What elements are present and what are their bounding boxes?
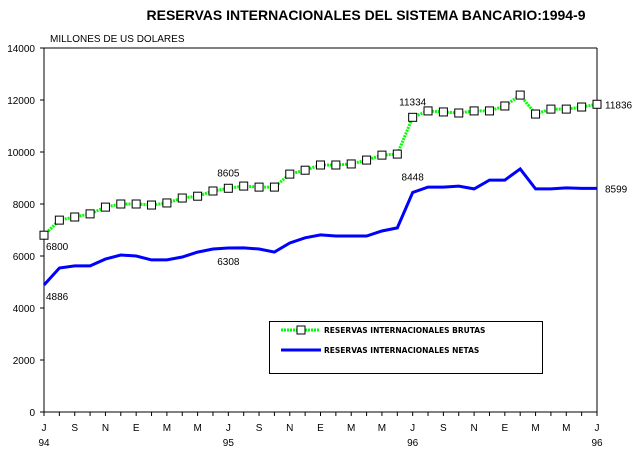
legend-label: RESERVAS INTERNACIONALES BRUTAS bbox=[324, 326, 485, 335]
data-point-brutas bbox=[500, 101, 510, 111]
x-tick-label: N bbox=[470, 423, 477, 434]
series-group bbox=[39, 90, 602, 287]
x-tick-label: N bbox=[102, 423, 109, 434]
x-tick-label: N bbox=[286, 423, 293, 434]
y-tick-label: 12000 bbox=[7, 96, 35, 107]
data-point-brutas bbox=[484, 106, 494, 116]
data-point-brutas bbox=[300, 165, 310, 175]
x-tick-label: J bbox=[226, 423, 231, 434]
data-point-brutas bbox=[531, 109, 541, 119]
data-point-brutas bbox=[423, 106, 433, 116]
data-point-brutas bbox=[438, 107, 448, 117]
x-ticks: J S N E M M J S N E M M J S N E M M J 94 95 96 96 bbox=[38, 412, 603, 449]
data-point-brutas bbox=[131, 199, 141, 209]
data-point-brutas bbox=[147, 200, 157, 210]
data-label: 11334 bbox=[399, 97, 427, 108]
data-point-brutas bbox=[454, 108, 464, 118]
data-point-brutas bbox=[469, 106, 479, 116]
x-tick-label: E bbox=[133, 423, 140, 434]
x-tick-label: M bbox=[531, 423, 539, 434]
data-point-brutas bbox=[377, 150, 387, 160]
data-label: 11836 bbox=[605, 100, 633, 111]
data-point-brutas bbox=[177, 193, 187, 203]
x-tick-label: M bbox=[562, 423, 570, 434]
legend-marker-brutas bbox=[296, 325, 306, 335]
y-tick-label: 10000 bbox=[7, 148, 35, 159]
data-label: 8599 bbox=[605, 184, 628, 195]
data-point-brutas bbox=[254, 182, 264, 192]
data-point-brutas bbox=[54, 215, 64, 225]
data-point-brutas bbox=[392, 149, 402, 159]
series-line-netas bbox=[42, 166, 597, 287]
x-tick-label: E bbox=[317, 423, 324, 434]
data-point-brutas bbox=[100, 202, 110, 212]
x-tick-label: S bbox=[440, 423, 447, 434]
y-tick-label: 14000 bbox=[7, 44, 35, 55]
legend-label: RESERVAS INTERNACIONALES NETAS bbox=[324, 346, 479, 355]
legend: RESERVAS INTERNACIONALES BRUTAS RESERVAS … bbox=[269, 321, 543, 374]
data-point-brutas bbox=[39, 230, 49, 240]
data-label: 6800 bbox=[46, 242, 69, 253]
data-point-brutas bbox=[515, 90, 525, 100]
x-tick-label: S bbox=[71, 423, 78, 434]
y-tick-label: 6000 bbox=[13, 252, 36, 263]
data-point-brutas bbox=[193, 191, 203, 201]
data-point-brutas bbox=[162, 198, 172, 208]
y-tick-label: 0 bbox=[29, 408, 35, 419]
data-point-brutas bbox=[346, 159, 356, 169]
x-tick-label: J bbox=[410, 423, 415, 434]
x-tick-label: M bbox=[347, 423, 355, 434]
data-point-brutas bbox=[577, 102, 587, 112]
y-ticks: 0 2000 4000 6000 8000 10000 12000 14000 bbox=[7, 44, 44, 419]
x-year-label: 96 bbox=[407, 438, 419, 449]
x-tick-label: S bbox=[256, 423, 263, 434]
data-point-brutas bbox=[116, 199, 126, 209]
data-point-brutas bbox=[561, 104, 571, 114]
data-label: 6308 bbox=[217, 257, 240, 268]
y-axis-unit-label: MILLONES DE US DOLARES bbox=[50, 34, 185, 45]
x-tick-label: M bbox=[193, 423, 201, 434]
y-tick-label: 4000 bbox=[13, 304, 36, 315]
data-point-brutas bbox=[592, 99, 602, 109]
data-label: 8605 bbox=[217, 168, 240, 179]
data-point-brutas bbox=[546, 104, 556, 114]
x-tick-label: M bbox=[378, 423, 386, 434]
data-label: 4886 bbox=[46, 292, 69, 303]
x-tick-label: J bbox=[595, 423, 600, 434]
data-point-brutas bbox=[331, 160, 341, 170]
x-year-label: 95 bbox=[223, 438, 235, 449]
y-tick-label: 2000 bbox=[13, 356, 36, 367]
chart-title: RESERVAS INTERNACIONALES DEL SISTEMA BAN… bbox=[147, 7, 586, 23]
x-year-label: 94 bbox=[38, 438, 50, 449]
data-point-brutas bbox=[70, 212, 80, 222]
data-point-brutas bbox=[239, 181, 249, 191]
x-tick-label: M bbox=[163, 423, 171, 434]
data-point-brutas bbox=[408, 112, 418, 122]
data-label: 8448 bbox=[402, 172, 425, 183]
data-point-brutas bbox=[316, 160, 325, 170]
data-point-brutas bbox=[362, 155, 372, 165]
data-point-brutas bbox=[85, 209, 95, 219]
data-point-brutas bbox=[223, 183, 233, 193]
data-point-brutas bbox=[269, 182, 279, 192]
x-tick-label: J bbox=[42, 423, 47, 434]
data-point-brutas bbox=[285, 169, 295, 179]
data-labels: 6800 8605 11334 11836 4886 6308 8448 8599 bbox=[46, 97, 633, 303]
x-year-label: 96 bbox=[591, 438, 603, 449]
y-tick-label: 8000 bbox=[13, 200, 36, 211]
data-point-brutas bbox=[208, 186, 218, 196]
x-tick-label: E bbox=[501, 423, 508, 434]
